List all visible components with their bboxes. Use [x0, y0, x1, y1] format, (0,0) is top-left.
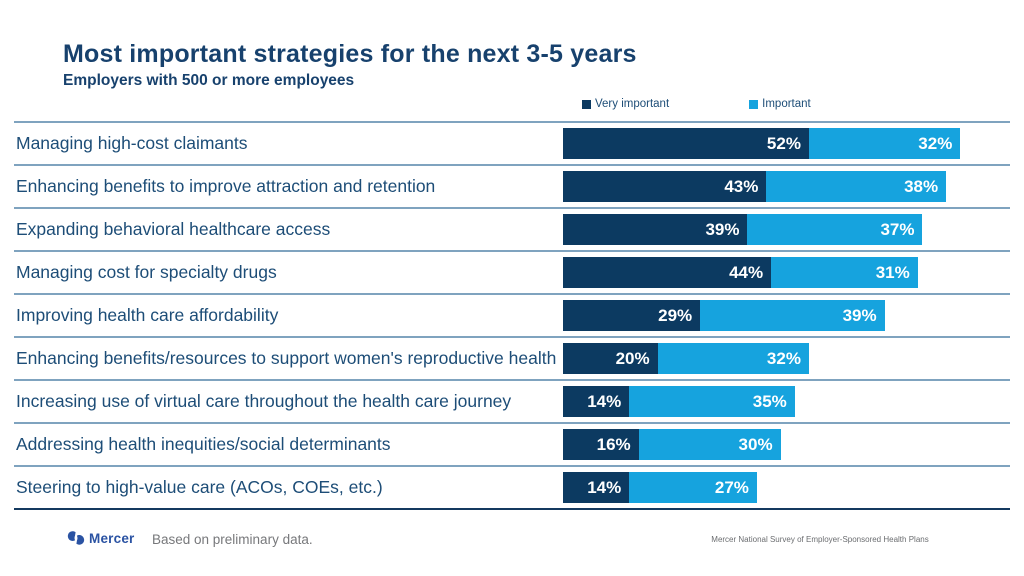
bar-value-label: 32%	[766, 348, 801, 368]
legend-label: Very important	[595, 98, 670, 110]
category-label: Increasing use of virtual care throughou…	[16, 390, 512, 411]
legend-item-important: Important	[749, 98, 811, 110]
bar-value-label: 35%	[752, 391, 787, 411]
chart-row: Expanding behavioral healthcare access 39…	[14, 207, 1010, 250]
bar-value-label: 30%	[738, 434, 773, 454]
bar-segment-very-important: 29%	[563, 300, 701, 331]
legend-label: Important	[762, 98, 811, 110]
bar-segment-very-important: 44%	[563, 257, 772, 288]
chart-row: Enhancing benefits/resources to support …	[14, 336, 1010, 379]
bar-segment-very-important: 14%	[563, 386, 630, 417]
bar-value-label: 43%	[724, 176, 759, 196]
bar-segment-important: 38%	[766, 171, 947, 202]
stacked-bar: 14% 27%	[563, 472, 757, 503]
stacked-bar: 20% 32%	[563, 343, 809, 374]
stacked-bar: 39% 37%	[563, 214, 923, 245]
mercer-logo-icon	[67, 530, 85, 546]
bar-segment-important: 32%	[657, 343, 809, 374]
category-label: Improving health care affordability	[16, 304, 279, 325]
category-label: Managing cost for specialty drugs	[16, 261, 277, 282]
bar-value-label: 39%	[705, 219, 740, 239]
legend: Very important Important	[582, 98, 811, 110]
bar-value-label: 20%	[615, 348, 650, 368]
bar-segment-important: 35%	[629, 386, 795, 417]
bar-value-label: 27%	[714, 477, 749, 497]
bar-value-label: 37%	[880, 219, 915, 239]
bar-segment-important: 32%	[808, 128, 961, 159]
category-label: Enhancing benefits/resources to support …	[16, 347, 557, 368]
stacked-bar: 16% 30%	[563, 429, 781, 460]
bar-segment-important: 31%	[771, 257, 918, 288]
stacked-bar-chart: Managing high-cost claimants 52% 32% Enhanc…	[14, 121, 1010, 510]
bar-value-label: 44%	[729, 262, 764, 282]
source-attribution: Mercer National Survey of Employer-Spons…	[711, 535, 929, 544]
stacked-bar: 44% 31%	[563, 257, 918, 288]
chart-row: Managing high-cost claimants 52% 32%	[14, 121, 1010, 164]
bar-segment-very-important: 39%	[563, 214, 748, 245]
stacked-bar: 29% 39%	[563, 300, 885, 331]
legend-swatch-very-important	[582, 99, 591, 109]
stacked-bar: 52% 32%	[563, 128, 961, 159]
legend-item-very-important: Very important	[582, 98, 669, 110]
bar-value-label: 31%	[875, 262, 910, 282]
bar-segment-important: 37%	[747, 214, 923, 245]
bar-segment-very-important: 43%	[563, 171, 767, 202]
page-subtitle: Employers with 500 or more employees	[63, 72, 355, 89]
stacked-bar: 14% 35%	[563, 386, 795, 417]
bar-value-label: 16%	[596, 434, 631, 454]
bar-value-label: 32%	[918, 133, 953, 153]
bar-value-label: 39%	[842, 305, 877, 325]
category-label: Enhancing benefits to improve attraction…	[16, 175, 436, 196]
chart-row: Improving health care affordability 29% 39…	[14, 293, 1010, 336]
bar-value-label: 14%	[587, 391, 622, 411]
mercer-logo: Mercer	[67, 530, 134, 546]
footer-note: Based on preliminary data.	[152, 532, 313, 547]
stacked-bar: 43% 38%	[563, 171, 947, 202]
category-label: Expanding behavioral healthcare access	[16, 218, 331, 239]
bar-value-label: 52%	[766, 133, 801, 153]
bar-segment-important: 39%	[700, 300, 885, 331]
chart-row: Addressing health inequities/social dete…	[14, 422, 1010, 465]
bar-segment-important: 30%	[638, 429, 781, 460]
chart-row: Enhancing benefits to improve attraction…	[14, 164, 1010, 207]
bar-segment-very-important: 14%	[563, 472, 630, 503]
chart-row: Steering to high-value care (ACOs, COEs,…	[14, 465, 1010, 508]
bar-segment-very-important: 20%	[563, 343, 658, 374]
chart-row: Increasing use of virtual care throughou…	[14, 379, 1010, 422]
legend-swatch-important	[749, 99, 759, 109]
bar-value-label: 38%	[904, 176, 939, 196]
bar-segment-very-important: 16%	[563, 429, 639, 460]
bar-value-label: 29%	[658, 305, 693, 325]
mercer-logo-text: Mercer	[89, 530, 135, 546]
bar-segment-important: 27%	[629, 472, 757, 503]
category-label: Steering to high-value care (ACOs, COEs,…	[16, 476, 383, 497]
bar-segment-very-important: 52%	[563, 128, 809, 159]
page-title: Most important strategies for the next 3…	[63, 40, 637, 68]
chart-row: Managing cost for specialty drugs 44% 31%	[14, 250, 1010, 293]
category-label: Managing high-cost claimants	[16, 132, 248, 153]
category-label: Addressing health inequities/social dete…	[16, 433, 391, 454]
bar-value-label: 14%	[587, 477, 622, 497]
